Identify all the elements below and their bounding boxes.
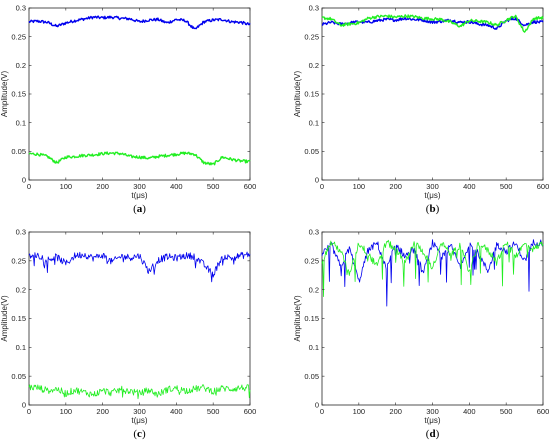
x-axis-label: t(μs) [131,191,147,200]
x-tick-label: 400 [170,182,183,191]
series-line-green [28,151,251,166]
panel-letter: d [429,428,435,440]
series-line-green [321,14,544,33]
y-tick-label: 0.1 [16,118,26,127]
plot-area [321,231,544,406]
y-tick-label: 0.05 [304,147,319,156]
y-tick-label: 0.3 [309,4,319,13]
y-tick-label: 0.1 [309,343,319,352]
y-tick-label: 0.1 [309,118,319,127]
x-tick-label: 600 [537,182,550,191]
y-tick-label: 0 [22,401,26,410]
y-tick-label: 0.3 [309,228,319,237]
x-tick-label: 200 [389,182,402,191]
y-tick-label: 0.15 [11,90,26,99]
y-tick-label: 0.25 [304,32,319,41]
x-tick-label: 100 [353,407,366,416]
chart-panel-b: 0 100 200 300 400 500 600 0 0.05 0.1 0.15 0.2 0.25 0.… [293,4,549,215]
x-axis-label: t(μs) [131,416,147,425]
x-tick-label: 200 [96,182,109,191]
y-tick-label: 0.05 [11,372,26,381]
x-tick-label: 100 [60,182,73,191]
y-tick-label: 0.2 [16,61,26,70]
x-tick-label: 600 [244,407,257,416]
x-tick-label: 600 [244,182,257,191]
x-tick-label: 600 [537,407,550,416]
x-tick-label: 300 [426,407,439,416]
x-tick-label: 500 [207,407,220,416]
x-tick-label: 400 [170,407,183,416]
y-tick-label: 0.3 [16,4,26,13]
y-axis-label: Amplitude(V) [293,295,302,342]
y-axis-label: Amplitude(V) [293,71,302,118]
plot-area [321,7,544,181]
x-tick-label: 300 [426,182,439,191]
x-tick-label: 0 [27,182,31,191]
x-tick-label: 400 [463,407,476,416]
x-tick-label: 500 [500,182,513,191]
plot-area [28,231,251,406]
series-line-green [321,239,544,298]
y-tick-label: 0.25 [11,256,26,265]
y-tick-label: 0.05 [11,147,26,156]
x-tick-label: 100 [353,182,366,191]
x-tick-label: 200 [389,407,402,416]
x-tick-label: 400 [463,182,476,191]
y-tick-label: 0.15 [304,90,319,99]
y-tick-label: 0.2 [309,285,319,294]
y-tick-label: 0.15 [11,314,26,323]
y-tick-label: 0.25 [11,32,26,41]
x-tick-label: 0 [320,407,324,416]
y-tick-label: 0.1 [16,343,26,352]
chart-panel-c: 0 100 200 300 400 500 600 0 0.05 0.1 0.15 0.2 0.25 0.… [0,228,256,440]
y-tick-label: 0.25 [304,256,319,265]
y-axis-label: Amplitude(V) [0,295,9,342]
x-axis-label: t(μs) [424,191,440,200]
y-tick-label: 0.05 [304,372,319,381]
plot-area [28,7,251,181]
x-tick-label: 500 [207,182,220,191]
panel-letter: c [137,428,142,440]
x-tick-label: 300 [133,407,146,416]
y-tick-label: 0 [315,401,319,410]
series-line-blue [28,251,251,283]
y-tick-label: 0.2 [16,285,26,294]
panel-label: (c) [133,428,146,440]
x-tick-label: 0 [27,407,31,416]
panel-label: (b) [426,203,440,215]
x-axis-label: t(μs) [424,416,440,425]
series-line-green [28,384,251,400]
chart-panel-d: 0 100 200 300 400 500 600 0 0.05 0.1 0.15 0.2 0.25 0.… [293,228,549,440]
x-tick-label: 100 [60,407,73,416]
x-tick-label: 300 [133,182,146,191]
x-tick-label: 200 [96,407,109,416]
panel-letter: a [137,203,143,215]
y-tick-label: 0.3 [16,228,26,237]
panel-label: (d) [426,428,440,440]
series-line-blue [321,239,544,307]
x-tick-label: 0 [320,182,324,191]
y-tick-label: 0 [22,176,26,185]
x-tick-label: 500 [500,407,513,416]
series-line-blue [28,15,251,30]
y-axis-label: Amplitude(V) [0,71,9,118]
panel-label: (a) [133,203,146,215]
panel-letter: b [429,203,435,215]
y-tick-label: 0 [315,176,319,185]
chart-panel-a: 0 100 200 300 400 500 600 0 0.05 0.1 0.15 0.2 0.25 0.… [0,4,256,215]
y-tick-label: 0.2 [309,61,319,70]
y-tick-label: 0.15 [304,314,319,323]
